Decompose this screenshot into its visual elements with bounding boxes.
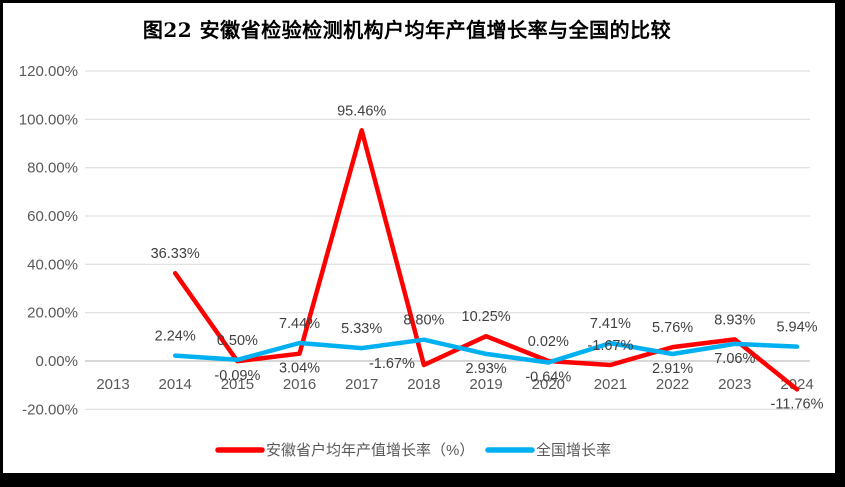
x-tick-label: 2014 <box>159 376 192 393</box>
y-tick-label: 120.00% <box>19 63 78 80</box>
data-label-national: 5.94% <box>776 320 817 336</box>
data-label-national: -0.64% <box>525 370 571 386</box>
data-label-anhui: 0.02% <box>528 334 569 350</box>
data-label-national: 7.06% <box>714 351 755 367</box>
y-tick-label: 20.00% <box>27 305 78 322</box>
x-tick-label: 2023 <box>718 376 751 393</box>
x-axis-labels: 2013 2014 2015 2016 2017 2018 2019 2020 2021 2022… <box>96 376 813 393</box>
data-label-anhui: -1.67% <box>369 356 415 372</box>
data-label-national: 0.50% <box>217 333 258 349</box>
x-tick-label: 2013 <box>96 376 129 393</box>
data-label-anhui: -1.67% <box>587 338 633 354</box>
data-label-anhui: 8.93% <box>714 312 755 328</box>
x-tick-label: 2021 <box>594 376 627 393</box>
x-tick-label: 2016 <box>283 376 316 393</box>
data-label-national: 7.44% <box>279 316 320 332</box>
data-label-national: 8.80% <box>403 313 444 329</box>
chart-title: 图22 安徽省检验检测机构户均年产值增长率与全国的比较 <box>143 18 671 42</box>
data-label-national: 2.93% <box>466 361 507 377</box>
data-label-anhui: 36.33% <box>151 246 200 262</box>
data-label-anhui: 5.76% <box>652 320 693 336</box>
y-tick-label: 80.00% <box>27 160 78 177</box>
x-tick-label: 2017 <box>345 376 378 393</box>
data-label-national: 5.33% <box>341 321 382 337</box>
x-tick-label: 2022 <box>656 376 689 393</box>
x-tick-label: 2020 <box>532 376 565 393</box>
data-label-anhui: -11.76% <box>771 396 824 412</box>
data-label-national: 2.91% <box>652 361 693 377</box>
series-line-national <box>172 337 800 365</box>
series-line-anhui <box>172 128 800 392</box>
x-tick-label: 2019 <box>469 376 502 393</box>
x-tick-label: 2018 <box>407 376 440 393</box>
series-lines <box>172 128 800 392</box>
chart-canvas: 图22 安徽省检验检测机构户均年产值增长率与全国的比较 120.00% 100.0… <box>19 18 824 459</box>
data-label-anhui: 3.04% <box>279 361 320 377</box>
data-label-national: 7.41% <box>590 316 631 332</box>
legend: 安徽省户均年产值增长率（%） 全国增长率 <box>215 441 611 459</box>
data-labels: 36.33% -0.09% 3.04% 95.46% -1.67% 10.25% 0.02%… <box>151 103 824 412</box>
y-tick-label: 40.00% <box>27 256 78 273</box>
x-tick-label: 2015 <box>221 376 254 393</box>
legend-label-anhui: 安徽省户均年产值增长率（%） <box>266 442 474 459</box>
y-tick-label: 60.00% <box>27 208 78 225</box>
y-tick-label: 100.00% <box>19 111 78 128</box>
data-label-anhui: 10.25% <box>462 309 511 325</box>
y-axis-labels: 120.00% 100.00% 80.00% 60.00% 40.00% 20.00% 0.… <box>19 63 78 418</box>
legend-label-national: 全国增长率 <box>536 441 611 459</box>
y-tick-label: 0.00% <box>35 353 78 370</box>
data-label-national: 2.24% <box>155 329 196 345</box>
data-label-anhui: -0.09% <box>214 368 260 384</box>
data-label-anhui: 95.46% <box>337 103 386 119</box>
y-tick-label: -20.00% <box>22 401 78 418</box>
